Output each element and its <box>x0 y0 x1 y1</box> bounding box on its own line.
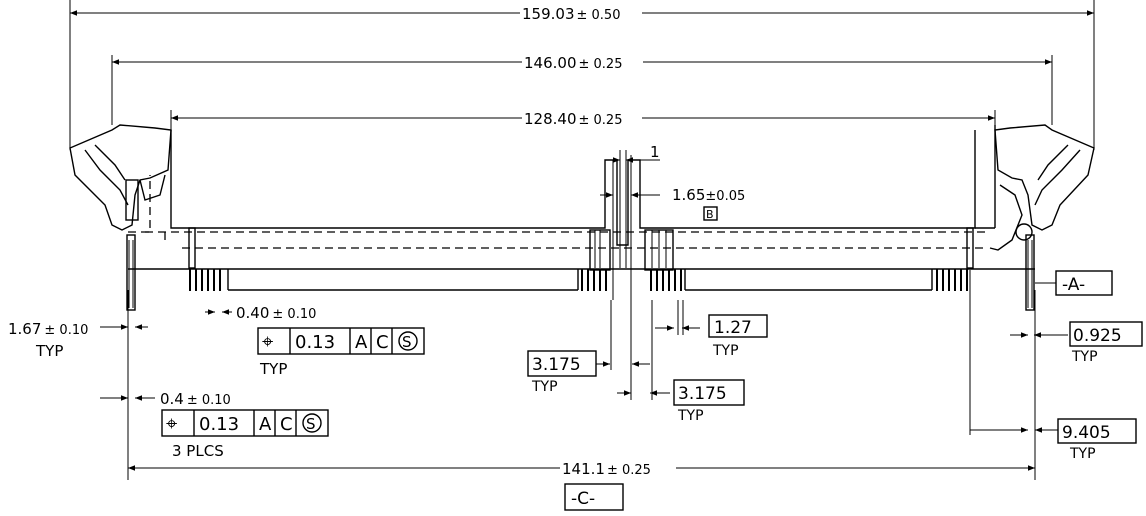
dim-overall-width: 159.03 ± 0.50 <box>522 5 620 23</box>
svg-text:3.175: 3.175 <box>678 384 727 404</box>
svg-text:0.13: 0.13 <box>295 332 335 353</box>
dim-inner-span: 128.40 ± 0.25 <box>524 110 622 128</box>
position-icon: ⌖ <box>166 411 177 435</box>
extension-lines <box>69 0 1095 480</box>
right-latch <box>989 124 1095 311</box>
svg-text:A: A <box>355 332 368 353</box>
datum-c: -C- <box>564 483 624 511</box>
dim-post-dia-note: TYP <box>35 342 63 360</box>
svg-text:-A-: -A- <box>1062 275 1085 295</box>
svg-text:A: A <box>259 414 272 435</box>
svg-text:TYP: TYP <box>531 379 558 395</box>
svg-text:0.13: 0.13 <box>199 414 239 435</box>
dimension-labels: 159.03 ± 0.50 146.00 ± 0.25 128.40 ± 0.25 1… <box>8 5 745 478</box>
svg-text:1.27: 1.27 <box>714 318 752 338</box>
svg-text:3.175: 3.175 <box>532 355 581 375</box>
svg-text:S: S <box>306 415 316 433</box>
boxed-dimension-key-offset-left: 3.175 TYP <box>527 350 597 395</box>
dim-outer-latch-span: 146.00 ± 0.25 <box>524 54 622 72</box>
svg-text:TYP: TYP <box>677 408 704 424</box>
svg-text:9.405: 9.405 <box>1062 423 1111 443</box>
svg-text:TYP: TYP <box>1069 446 1096 462</box>
boxed-dimension-key-offset-right: 3.175 TYP <box>673 379 745 424</box>
dim-key-one: 1 <box>650 143 660 161</box>
datum-b: B <box>703 206 718 221</box>
datum-a: -A- <box>1055 270 1113 296</box>
svg-text:3 PLCS: 3 PLCS <box>172 442 224 460</box>
svg-text:C: C <box>280 414 293 435</box>
svg-text:TYP: TYP <box>259 360 287 378</box>
dim-post-dia: 1.67 ± 0.10 <box>8 320 88 338</box>
dim-pin-width: 0.40 ± 0.10 <box>236 304 316 322</box>
svg-text:TYP: TYP <box>1071 349 1098 365</box>
svg-text:-C-: -C- <box>571 489 595 509</box>
svg-text:S: S <box>402 333 412 351</box>
svg-text:0.925: 0.925 <box>1073 326 1122 346</box>
connector-body <box>128 125 1035 300</box>
boxed-dimension-pitch: 1.27 TYP <box>708 314 768 359</box>
left-latch <box>69 124 172 311</box>
position-icon: ⌖ <box>262 329 273 353</box>
boxed-dimension-edge-right: 0.925 TYP <box>1069 321 1143 365</box>
fcf-post-position: ⌖ 0.13 A C S 3 PLCS <box>161 409 329 460</box>
dim-post-small: 0.4 ± 0.10 <box>160 390 231 408</box>
dim-key-gap: 1.65±0.05 <box>672 186 745 204</box>
leader-lines <box>100 157 1068 435</box>
dimension-lines <box>70 10 1094 471</box>
contact-pins <box>189 269 968 291</box>
fcf-pin-position: ⌖ 0.13 A C S TYP <box>257 327 425 378</box>
svg-text:C: C <box>376 332 389 353</box>
boxed-dimension-last-pin-right: 9.405 TYP <box>1057 418 1137 462</box>
svg-text:TYP: TYP <box>712 343 739 359</box>
dim-datum-c-span: 141.1 ± 0.25 <box>562 460 651 478</box>
svg-text:B: B <box>706 208 714 221</box>
